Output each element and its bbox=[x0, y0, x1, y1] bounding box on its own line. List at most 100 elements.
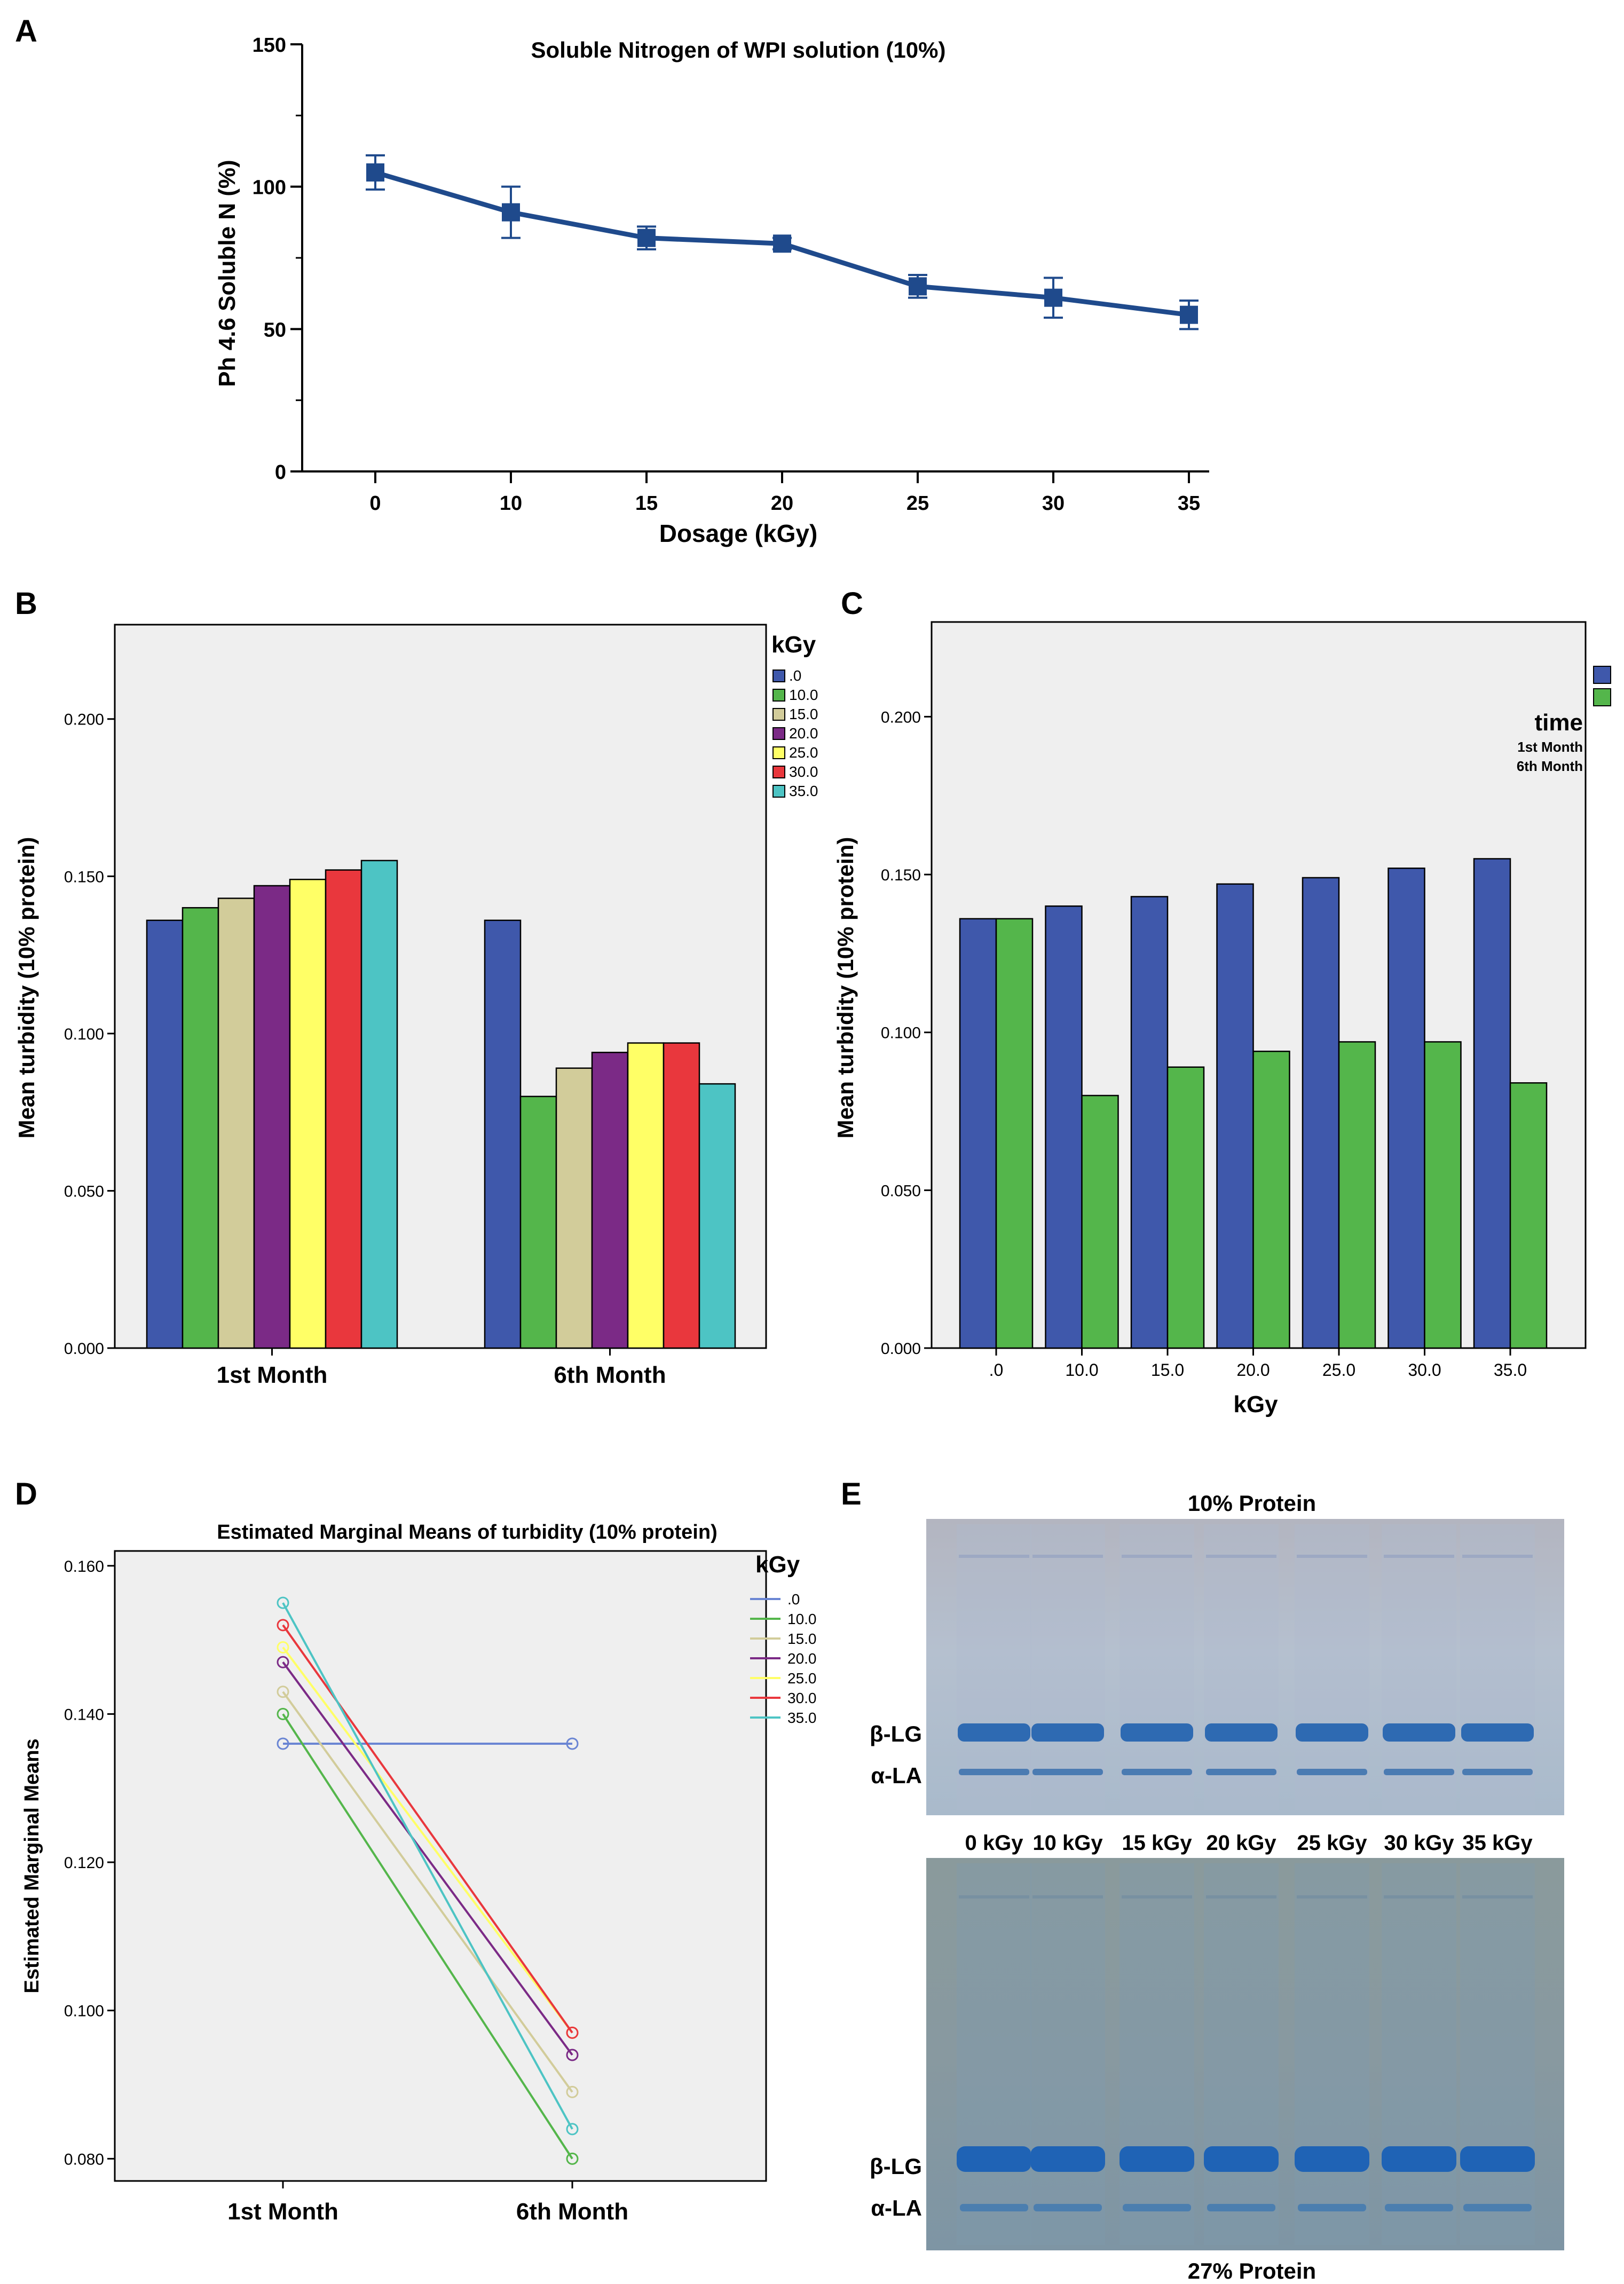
chart-d-point bbox=[566, 1737, 579, 1750]
chart-b-legend-swatch bbox=[772, 708, 785, 721]
chart-c-legend-swatch bbox=[1593, 688, 1611, 706]
chart-c-bar bbox=[1252, 1050, 1290, 1349]
gel-bottom-faint-band bbox=[959, 1895, 1029, 1899]
gel-bottom-blg-band bbox=[1030, 2146, 1105, 2172]
chart-c-bar bbox=[1473, 858, 1511, 1349]
chart-a-xtick-label: 0 bbox=[369, 492, 381, 515]
gel-top-blg-band bbox=[1121, 1723, 1193, 1742]
chart-c-xtick-label: 20.0 bbox=[1236, 1360, 1270, 1380]
gel-top-blg-band bbox=[1031, 1723, 1104, 1742]
chart-c-ylabel: Mean turbidity (10% protein) bbox=[833, 837, 858, 1139]
chart-d-point bbox=[277, 1619, 289, 1632]
gel-top-lane bbox=[1204, 1524, 1279, 1810]
chart-d-ytick-label: 0.140 bbox=[64, 1706, 104, 1723]
chart-a-title: Soluble Nitrogen of WPI solution (10%) bbox=[531, 37, 946, 62]
chart-c-bar bbox=[995, 918, 1034, 1349]
gel-bottom-blg-band bbox=[1204, 2146, 1279, 2172]
chart-a-point bbox=[1044, 288, 1062, 307]
chart-b-bar bbox=[555, 1067, 593, 1349]
chart-c-ytick-label: 0.200 bbox=[881, 708, 921, 726]
chart-b-ytick-label: 0.050 bbox=[64, 1183, 104, 1200]
chart-d-series-line bbox=[282, 1691, 573, 2093]
chart-d-legend-label: 10.0 bbox=[787, 1611, 817, 1627]
chart-c: Mean turbidity (10% protein) kGy time 0.… bbox=[833, 621, 1611, 1417]
chart-d: Estimated Marginal Means of turbidity (1… bbox=[21, 1521, 817, 2225]
chart-c-ytick-label: 0.100 bbox=[881, 1025, 921, 1042]
gel-bottom-faint-band bbox=[1122, 1895, 1192, 1899]
gel-top-faint-band bbox=[959, 1555, 1029, 1558]
chart-d-ytick-label: 0.120 bbox=[64, 1854, 104, 1872]
chart-c-bar bbox=[1081, 1094, 1119, 1349]
chart-b-ytick-label: 0.150 bbox=[64, 868, 104, 886]
chart-c-xtick-label: 15.0 bbox=[1151, 1360, 1184, 1380]
chart-b-bar bbox=[484, 919, 522, 1349]
chart-b-legend-swatch bbox=[772, 746, 785, 759]
chart-c-bar bbox=[1045, 905, 1083, 1349]
gel-top-lane bbox=[1382, 1524, 1456, 1810]
chart-a-ytick-label: 150 bbox=[253, 34, 286, 57]
chart-c-bar bbox=[1424, 1041, 1462, 1349]
chart-b-ytick-label: 0.200 bbox=[64, 711, 104, 729]
chart-c-legend-swatch bbox=[1593, 666, 1611, 684]
chart-a-xtick-label: 20 bbox=[771, 492, 793, 515]
gel-top-lane bbox=[957, 1524, 1031, 1810]
chart-b-legend-swatch bbox=[772, 670, 785, 682]
gel-top-ala-band bbox=[1384, 1769, 1454, 1775]
chart-a-xtick-label: 35 bbox=[1178, 492, 1200, 515]
chart-b-bar bbox=[182, 907, 219, 1349]
gel-top-faint-band bbox=[1384, 1555, 1454, 1558]
gel-top-blg-band bbox=[1205, 1723, 1278, 1742]
chart-d-point bbox=[566, 2049, 579, 2061]
chart-c-bar bbox=[1338, 1041, 1376, 1349]
chart-c-bar bbox=[1509, 1082, 1548, 1349]
gel-bottom-lane bbox=[1120, 1863, 1194, 2245]
chart-a-point bbox=[502, 203, 520, 222]
chart-a-point bbox=[1180, 305, 1198, 324]
chart-c-xtick-label: .0 bbox=[989, 1360, 1004, 1380]
chart-d-series-line bbox=[282, 1713, 573, 2160]
chart-c-bar bbox=[1302, 877, 1340, 1349]
gel-bottom-faint-band bbox=[1032, 1895, 1103, 1899]
gel-top-image bbox=[926, 1519, 1564, 1815]
chart-d-ytick-label: 0.100 bbox=[64, 2003, 104, 2020]
chart-d-series-line bbox=[282, 1624, 573, 2034]
gel-top-lane bbox=[1120, 1524, 1194, 1810]
chart-b-bar bbox=[591, 1051, 629, 1349]
gel-top-ala-label: α-LA bbox=[871, 1763, 922, 1788]
chart-b-bar bbox=[519, 1096, 557, 1349]
gel-bottom-image bbox=[926, 1858, 1564, 2250]
chart-b-legend-swatch bbox=[772, 689, 785, 702]
panel-label-a: A bbox=[15, 14, 37, 49]
gel-bottom-blg-band bbox=[1120, 2146, 1194, 2172]
chart-d-point bbox=[566, 2026, 579, 2039]
chart-b-xtick-label: 1st Month bbox=[217, 1362, 328, 1388]
chart-b-legend-label: .0 bbox=[789, 667, 801, 684]
gel-bottom-faint-band bbox=[1462, 1895, 1533, 1899]
chart-c-xlabel: kGy bbox=[1233, 1391, 1278, 1417]
chart-a: Soluble Nitrogen of WPI solution (10%) P… bbox=[214, 34, 1209, 547]
chart-b-bar bbox=[325, 869, 362, 1349]
chart-c-ytick-label: 0.150 bbox=[881, 867, 921, 884]
gel-bottom-ala-band bbox=[1034, 2204, 1102, 2211]
chart-a-point bbox=[366, 163, 384, 182]
chart-d-ylabel: Estimated Marginal Means bbox=[21, 1738, 43, 1993]
chart-b-bar bbox=[253, 885, 291, 1349]
chart-b-legend-label: 35.0 bbox=[789, 783, 818, 799]
chart-c-xtick-label: 10.0 bbox=[1065, 1360, 1098, 1380]
chart-b-legend-label: 10.0 bbox=[789, 687, 818, 703]
gel-lane-label: 20 kGy bbox=[1206, 1831, 1276, 1855]
chart-b-ylabel: Mean turbidity (10% protein) bbox=[14, 837, 39, 1139]
chart-b-bar bbox=[289, 878, 327, 1349]
chart-b-legend-swatch bbox=[772, 727, 785, 740]
chart-d-series-line bbox=[282, 1647, 573, 2034]
chart-a-point bbox=[773, 234, 791, 253]
gel-bottom-faint-band bbox=[1206, 1895, 1276, 1899]
gel-bottom-faint-band bbox=[1297, 1895, 1367, 1899]
chart-d-legend-title: kGy bbox=[755, 1551, 800, 1578]
gel-top-blg-label: β-LG bbox=[870, 1721, 922, 1746]
gel-bottom-blg-label: β-LG bbox=[870, 2154, 922, 2179]
chart-d-point bbox=[566, 2152, 579, 2165]
gel-top-faint-band bbox=[1206, 1555, 1276, 1558]
chart-d-legend-label: 25.0 bbox=[787, 1670, 817, 1687]
chart-a-ylabel: Ph 4.6 Soluble N (%) bbox=[214, 160, 240, 387]
